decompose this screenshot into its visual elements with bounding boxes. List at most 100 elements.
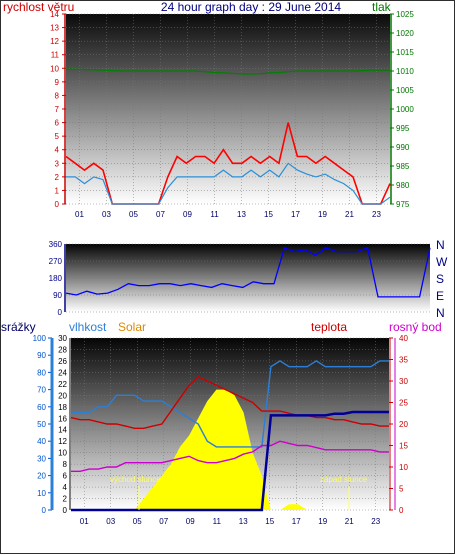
- compass-label: N: [436, 238, 445, 252]
- series-speed: [66, 162, 391, 205]
- humidity-axis-label: vlhkost: [69, 320, 107, 334]
- right-tick-label: 1010: [396, 67, 414, 76]
- x-tick-label: 15: [265, 517, 274, 526]
- temp-tick-label: 25: [399, 399, 408, 408]
- x-tick-label: 17: [292, 517, 301, 526]
- humidity-tick-label: 0: [63, 506, 68, 515]
- humidity-tick-label: 12: [58, 437, 67, 446]
- right-tick-label: 1005: [396, 86, 414, 95]
- humidity-tick-label: 8: [63, 460, 68, 469]
- temp-tick-label: 35: [399, 356, 408, 365]
- left-tick-label: 1: [55, 186, 60, 195]
- rain-tick-label: 40: [37, 437, 46, 446]
- left-tick-label: 9: [55, 78, 60, 87]
- direction-tick-label: 360: [49, 240, 63, 249]
- humidity-tick-label: 6: [63, 472, 68, 481]
- x-tick-label: 05: [129, 210, 138, 219]
- right-tick-label: 995: [396, 124, 410, 133]
- x-tick-label: 13: [237, 210, 246, 219]
- left-tick-label: 4: [55, 146, 60, 155]
- humidity-tick-label: 20: [58, 391, 67, 400]
- series-dewpoint: [71, 440, 389, 472]
- humidity-temp-chart: 0246810121416182022242628300102030405060…: [33, 334, 409, 526]
- series-direction: [65, 246, 431, 298]
- rain-tick-label: 20: [37, 472, 46, 481]
- rain-tick-label: 0: [42, 506, 47, 515]
- dewpoint-axis-label: rosný bod: [389, 320, 442, 334]
- left-tick-label: 10: [50, 64, 59, 73]
- left-tick-label: 0: [55, 200, 60, 209]
- chart-title: 24 hour graph day : 29 June 2014: [161, 0, 341, 14]
- x-tick-label: 07: [156, 210, 165, 219]
- humidity-tick-label: 16: [58, 414, 67, 423]
- rain-tick-label: 10: [37, 489, 46, 498]
- x-tick-label: 09: [186, 517, 195, 526]
- rain-tick-label: 30: [37, 454, 46, 463]
- temp-tick-label: 5: [399, 485, 404, 494]
- series-humidity: [71, 360, 389, 448]
- humidity-tick-label: 22: [58, 380, 67, 389]
- temp-tick-label: 40: [399, 334, 408, 343]
- rain-tick-label: 90: [37, 351, 46, 360]
- x-tick-label: 11: [213, 517, 222, 526]
- x-tick-label: 07: [159, 517, 168, 526]
- x-tick-label: 03: [106, 517, 115, 526]
- series-temperature: [70, 375, 389, 429]
- left-tick-label: 5: [55, 132, 60, 141]
- left-tick-label: 8: [55, 91, 60, 100]
- series-solar: [71, 389, 389, 510]
- x-tick-label: 01: [75, 210, 84, 219]
- humidity-tick-label: 2: [63, 495, 68, 504]
- compass-label: W: [436, 255, 448, 269]
- right-tick-label: 980: [396, 181, 410, 190]
- humidity-tick-label: 30: [58, 334, 67, 343]
- rain-tick-label: 60: [37, 403, 46, 412]
- x-tick-label: 19: [318, 210, 327, 219]
- humidity-tick-label: 14: [58, 426, 67, 435]
- humidity-tick-label: 24: [58, 368, 67, 377]
- direction-tick-label: 180: [49, 274, 63, 283]
- left-tick-label: 11: [51, 51, 60, 60]
- x-tick-label: 03: [102, 210, 111, 219]
- humidity-tick-label: 10: [58, 449, 67, 458]
- x-tick-label: 19: [318, 517, 327, 526]
- temp-tick-label: 0: [399, 506, 404, 515]
- right-tick-label: 1015: [396, 48, 414, 57]
- x-tick-label: 21: [345, 210, 354, 219]
- pressure-axis-label: tlak: [372, 0, 392, 14]
- temp-tick-label: 10: [399, 463, 408, 472]
- wind-axis-label: rychlost větru: [3, 0, 74, 14]
- series-pressure: [66, 68, 390, 75]
- x-tick-label: 01: [80, 517, 89, 526]
- right-tick-label: 1025: [396, 10, 414, 19]
- rain-tick-label: 80: [37, 368, 46, 377]
- humidity-tick-label: 18: [58, 403, 67, 412]
- rain-tick-label: 100: [33, 334, 47, 343]
- left-tick-label: 13: [50, 24, 59, 33]
- left-tick-label: 2: [55, 173, 60, 182]
- direction-tick-label: 270: [49, 257, 63, 266]
- solar-axis-label: Solar: [118, 320, 146, 334]
- sunrise-annotation: východ slunce: [110, 475, 161, 484]
- left-tick-label: 6: [55, 119, 60, 128]
- x-tick-label: 13: [239, 517, 248, 526]
- right-tick-label: 985: [396, 162, 410, 171]
- right-tick-label: 1020: [396, 29, 414, 38]
- rain-tick-label: 50: [37, 420, 46, 429]
- series-rain_total: [71, 410, 389, 512]
- x-tick-label: 15: [264, 210, 273, 219]
- x-tick-label: 23: [371, 517, 380, 526]
- x-tick-label: 09: [183, 210, 192, 219]
- left-tick-label: 7: [55, 105, 60, 114]
- x-tick-label: 11: [210, 210, 219, 219]
- x-tick-label: 21: [345, 517, 354, 526]
- left-tick-label: 12: [50, 37, 59, 46]
- temp-tick-label: 20: [399, 420, 408, 429]
- temp-tick-label: 15: [399, 442, 408, 451]
- left-tick-label: 3: [55, 159, 60, 168]
- rain-axis-label: srážky: [1, 320, 36, 334]
- direction-tick-label: 0: [58, 308, 63, 317]
- direction-tick-label: 90: [53, 291, 62, 300]
